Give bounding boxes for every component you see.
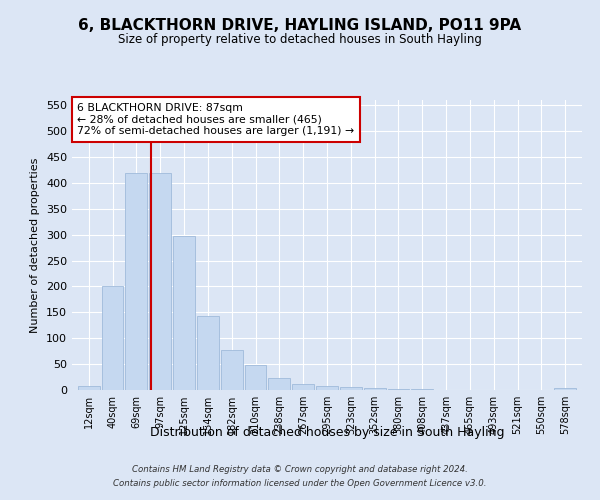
Text: 6, BLACKTHORN DRIVE, HAYLING ISLAND, PO11 9PA: 6, BLACKTHORN DRIVE, HAYLING ISLAND, PO1…	[79, 18, 521, 32]
Bar	[78, 386, 100, 390]
Bar	[125, 172, 148, 390]
Bar	[149, 172, 171, 390]
Bar	[292, 384, 314, 390]
Text: Size of property relative to detached houses in South Hayling: Size of property relative to detached ho…	[118, 32, 482, 46]
Bar	[554, 388, 576, 390]
Bar	[340, 387, 362, 390]
Bar	[173, 236, 195, 390]
Bar	[316, 386, 338, 390]
Bar	[364, 388, 386, 390]
Bar	[245, 365, 266, 390]
Text: 6 BLACKTHORN DRIVE: 87sqm
← 28% of detached houses are smaller (465)
72% of semi: 6 BLACKTHORN DRIVE: 87sqm ← 28% of detac…	[77, 103, 354, 136]
Y-axis label: Number of detached properties: Number of detached properties	[31, 158, 40, 332]
Bar	[221, 350, 242, 390]
Text: Distribution of detached houses by size in South Hayling: Distribution of detached houses by size …	[150, 426, 504, 439]
Bar	[197, 316, 219, 390]
Bar	[101, 286, 124, 390]
Text: Contains HM Land Registry data © Crown copyright and database right 2024.
Contai: Contains HM Land Registry data © Crown c…	[113, 466, 487, 487]
Bar	[268, 378, 290, 390]
